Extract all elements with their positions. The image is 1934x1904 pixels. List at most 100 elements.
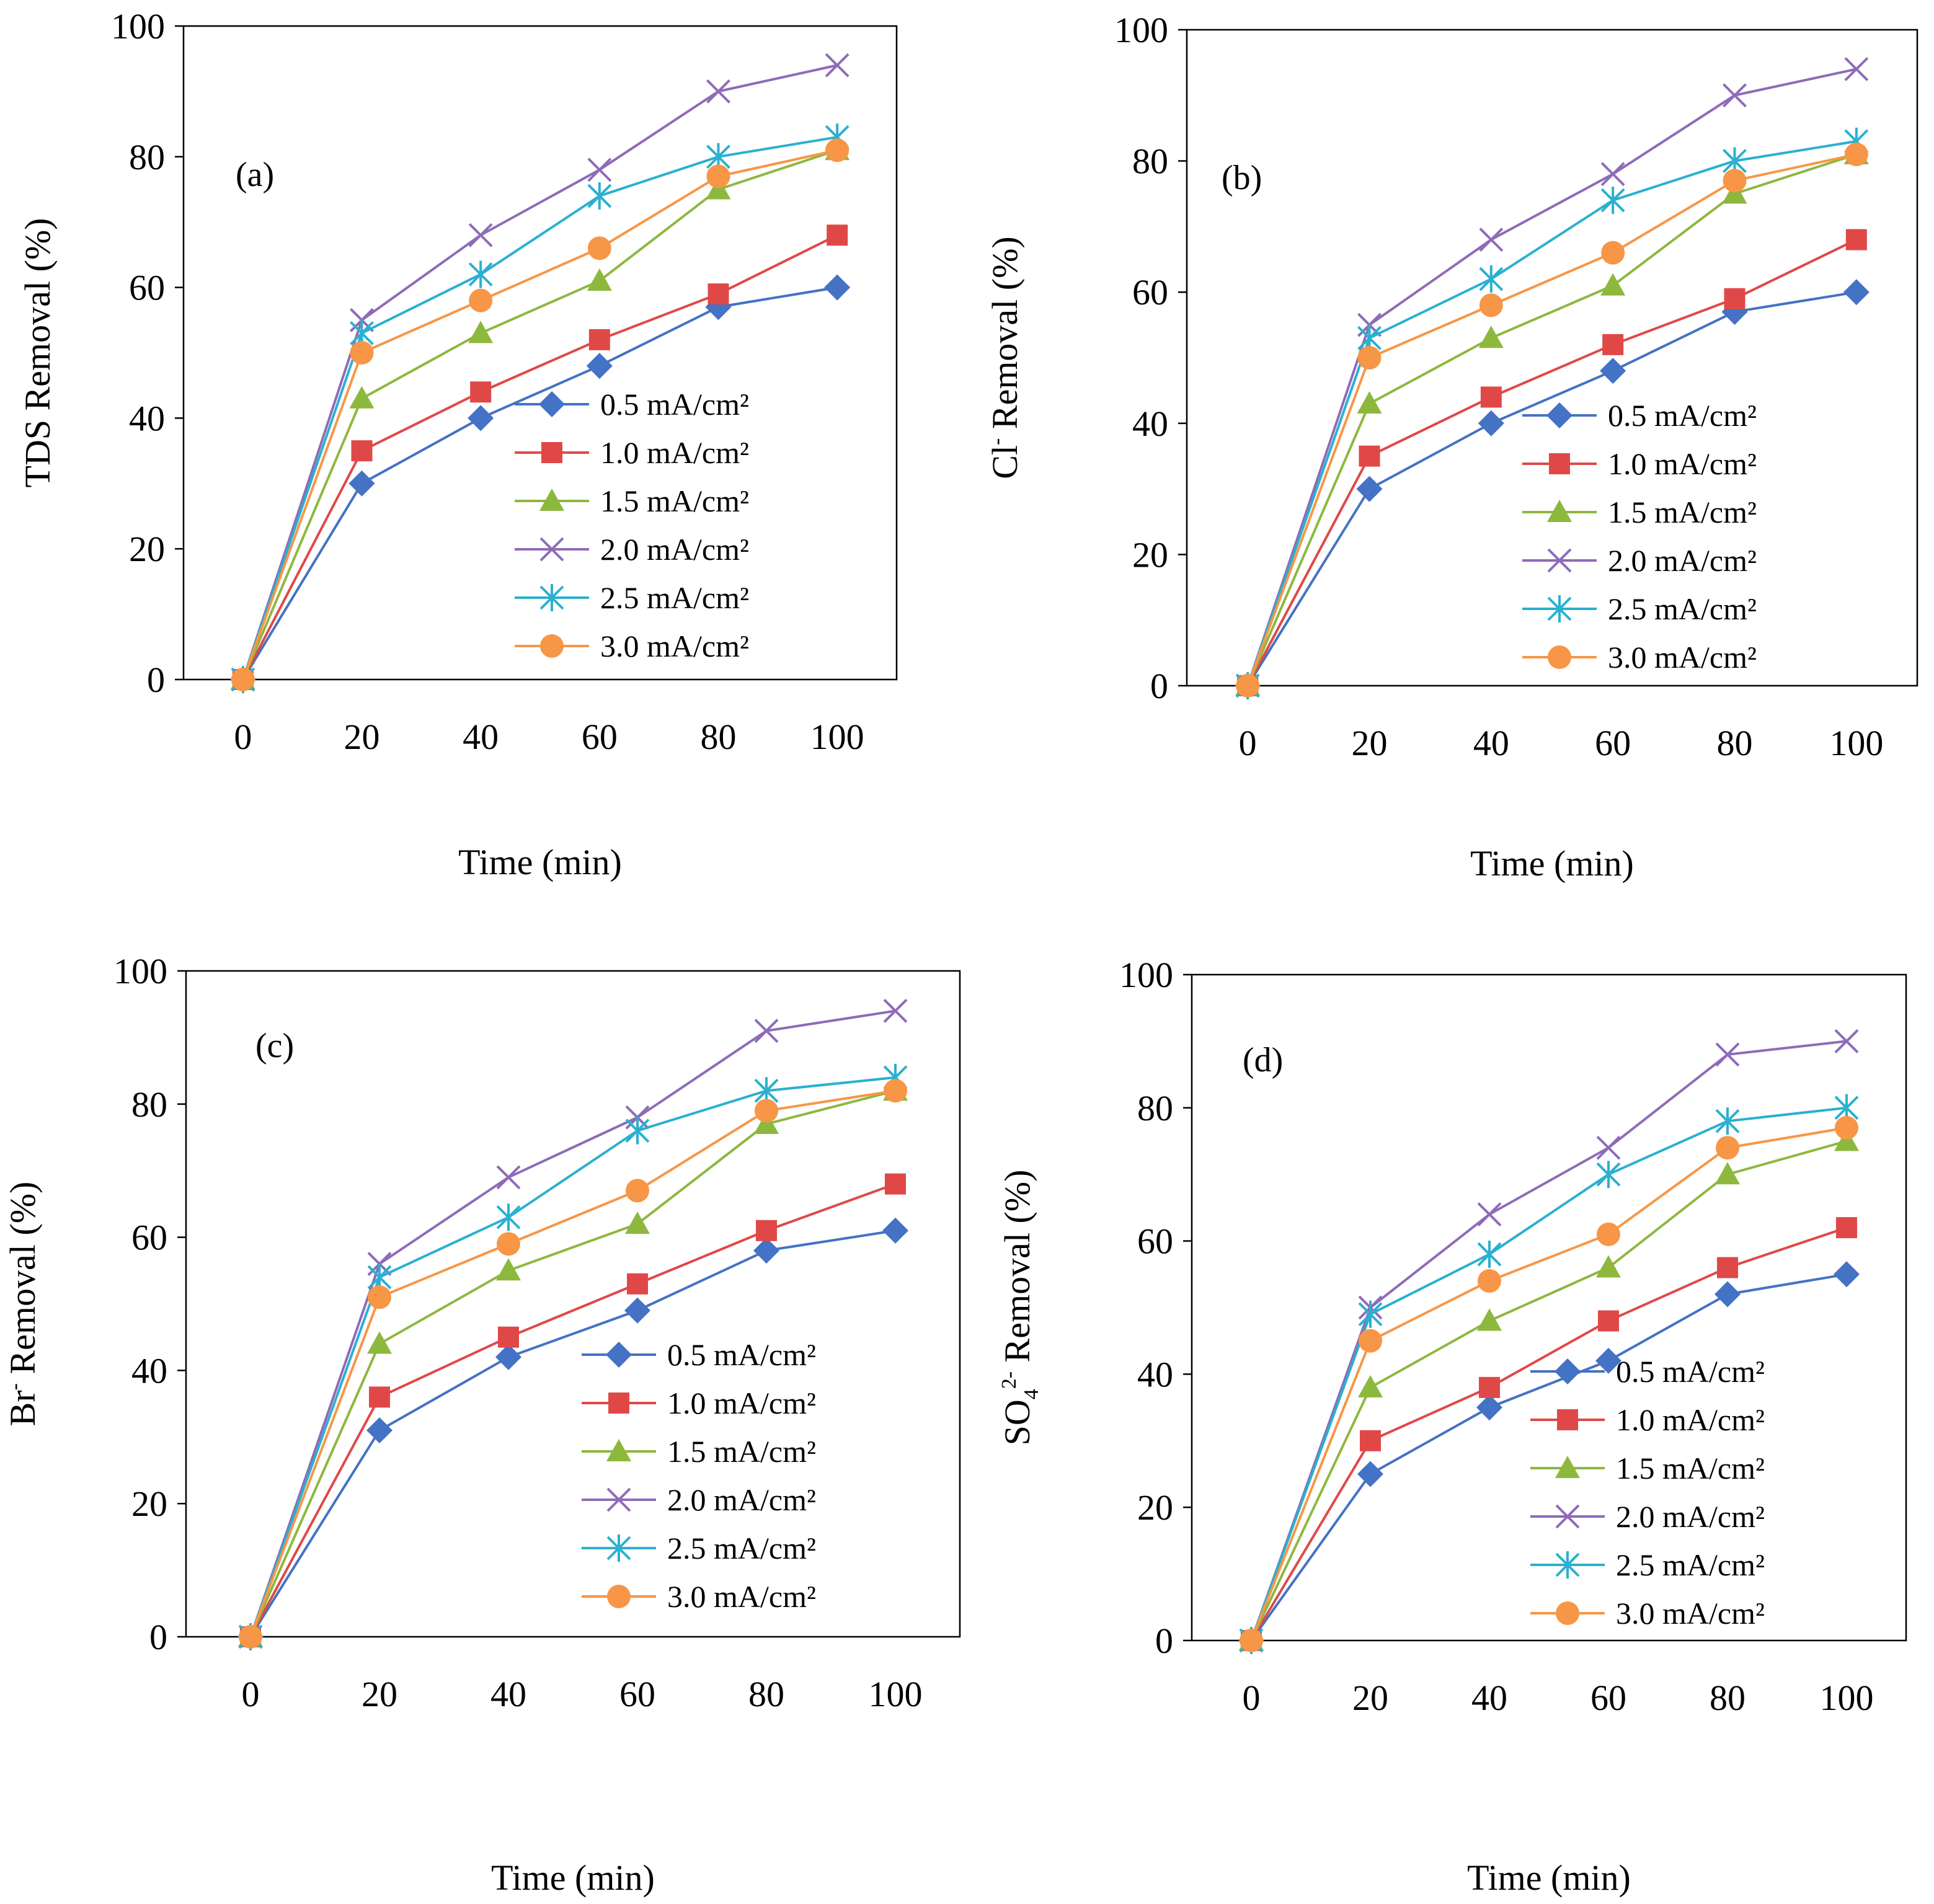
x-tick-label: 100 [869,1674,923,1714]
data-point [1479,265,1504,293]
series-line [249,1089,896,1637]
series-line [249,1182,896,1637]
x-tick-label: 0 [1243,1678,1261,1718]
x-tick-label: 0 [242,1674,260,1714]
legend-marker [1557,1409,1578,1430]
series-line [1250,1106,1847,1641]
data-point [1715,1162,1740,1185]
data-point [625,1117,650,1145]
legend-marker [606,1487,631,1512]
data-point [1843,279,1870,306]
data-point [1844,57,1869,81]
y-tick-label: 80 [1137,1088,1173,1128]
x-axis-title: Time (min) [1467,1858,1631,1898]
series-diamond [237,1217,908,1650]
x-tick-label: 100 [1820,1678,1874,1718]
data-point [1477,1202,1502,1227]
x-tick-label: 60 [619,1674,655,1714]
data-point [1714,1281,1741,1308]
data-point [706,79,730,104]
series-circle [231,138,849,691]
data-point [497,1232,520,1256]
x-tick-label: 20 [344,717,380,757]
y-tick-label: 100 [1114,10,1168,50]
plot-area-frame [185,970,961,1638]
data-point [825,53,849,77]
data-point [368,1285,391,1309]
data-point [1240,1629,1263,1652]
legend-marker [1556,1601,1579,1625]
data-point [625,1211,650,1234]
x-tick-label: 40 [463,717,499,757]
data-point [348,470,375,497]
data-point [755,1099,778,1123]
y-axis-title-subscript: 4 [1020,1389,1043,1399]
y-axis-title: TDS Removal (%) [17,218,58,488]
y-tick-label: 100 [113,951,167,991]
series-line [1246,139,1857,686]
x-tick-label: 20 [362,1674,397,1714]
data-point [885,1173,906,1195]
series-line [1250,1127,1847,1641]
y-tick-label: 60 [1137,1221,1173,1262]
legend-label: 2.5 mA/cm² [600,580,749,615]
data-point [1600,273,1626,296]
legend-marker [608,1393,629,1414]
data-point [1600,187,1625,215]
data-point [1359,445,1380,467]
y-tick-label: 0 [1150,666,1168,706]
data-point [883,999,908,1023]
legend-label: 2.0 mA/cm² [1608,543,1757,578]
data-point [586,353,613,379]
chart-panel-3: 0 20 40 60 80 100 0 20 40 60 80 100 Time (min) Br- Re… [2,951,961,1898]
legend-label: 1.0 mA/cm² [667,1386,816,1420]
legend-label: 1.0 mA/cm² [600,435,749,470]
data-point [469,288,493,312]
data-point [1715,1042,1740,1067]
x-tick-label: 60 [582,717,618,757]
data-point [495,1344,521,1370]
series-circle [1240,1116,1858,1652]
data-point [1723,169,1747,193]
data-point [1477,1308,1502,1331]
legend-marker [1555,1504,1580,1529]
legend-marker [539,489,564,511]
data-point [1476,1394,1502,1421]
data-point [1600,358,1626,384]
data-point [753,1238,779,1264]
data-point [827,224,848,246]
legend-marker [606,1439,631,1461]
data-point [1596,1255,1621,1278]
y-tick-label: 20 [1137,1487,1173,1528]
data-point [587,182,612,210]
data-point [496,1165,521,1190]
data-point [239,1625,262,1649]
x-axis-title: Time (min) [491,1858,655,1898]
data-point [1597,1222,1620,1246]
legend-label: 0.5 mA/cm² [667,1337,816,1372]
chart-panel-1: 0 20 40 60 80 100 0 20 40 60 80 100 Time (min) TDS Re… [17,6,898,882]
data-point [882,1217,908,1244]
data-point [369,1386,390,1408]
legend-marker [1555,1456,1580,1478]
legend-marker [539,584,564,611]
data-point [1478,1269,1501,1293]
legend-label: 1.5 mA/cm² [1616,1451,1765,1486]
legend-marker [606,1534,631,1562]
legend-marker [1549,453,1570,474]
legend: 0.5 mA/cm² 1.0 mA/cm² 1.5 mA/cm² 2.0 mA/cm²… [1522,398,1757,675]
legend-marker [539,537,564,562]
legend-label: 1.0 mA/cm² [1616,1402,1765,1437]
data-point [1596,1135,1621,1160]
data-point [1598,1310,1619,1332]
legend-label: 1.0 mA/cm² [1608,446,1757,481]
data-point [587,157,612,182]
series-diamond [1238,1261,1860,1654]
series-line [1246,291,1857,687]
x-tick-label: 80 [1710,1678,1745,1718]
y-axis-title-main: SO [997,1399,1037,1445]
series-line [249,1089,896,1637]
legend-marker [539,391,565,417]
series-x [1239,1029,1859,1653]
data-point [1724,288,1745,309]
